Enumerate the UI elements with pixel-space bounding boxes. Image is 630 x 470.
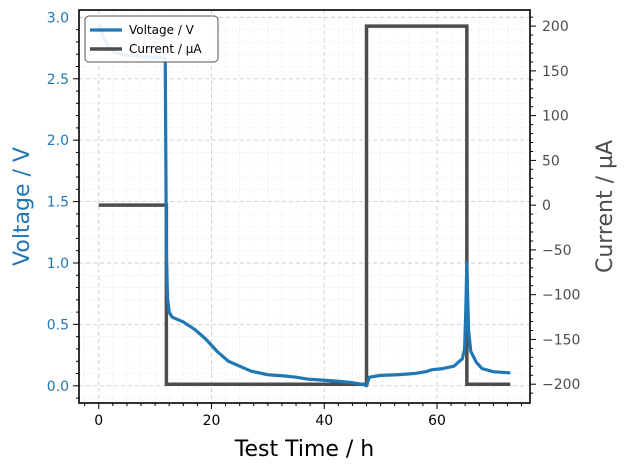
y-left-tick-label: 0.5 (47, 317, 69, 333)
y-right-axis-title: Current / µA (593, 140, 618, 273)
x-tick-label: 60 (428, 413, 446, 429)
y-left-tick-label: 2.0 (47, 133, 69, 149)
y-left-tick-label: 1.0 (47, 256, 69, 272)
y-left-tick-label: 1.5 (47, 195, 69, 211)
y-right-tick-label: 50 (542, 153, 560, 169)
y-left-tick-label: 3.0 (47, 10, 69, 26)
y-right-tick-label: −200 (542, 377, 580, 393)
y-right-tick-label: −50 (542, 243, 572, 259)
voltage-series-line (97, 22, 511, 388)
plot-frame (78, 9, 531, 404)
legend-label-current: Current / µA (129, 42, 202, 56)
axes: 0 20 40 60 0.0 0.5 1.0 1.5 2.0 2.5 3.0 −200 −150 −100… (10, 9, 618, 462)
y-left-tick-label: 0.0 (47, 379, 69, 395)
legend-label-voltage: Voltage / V (129, 23, 195, 37)
y-right-tick-label: −150 (542, 332, 580, 348)
current-series-line (98, 24, 511, 386)
x-tick-label: 0 (94, 413, 103, 429)
x-tick-label: 40 (315, 413, 333, 429)
y-right-tick-label: 200 (542, 19, 569, 35)
legend: Voltage / V Current / µA (84, 15, 219, 63)
y-right-tick-label: 100 (542, 109, 569, 125)
plot-area (97, 22, 511, 388)
y-right-tick-label: −100 (542, 288, 580, 304)
y-left-axis-title: Voltage / V (10, 147, 35, 266)
y-right-tick-label: 150 (542, 64, 569, 80)
grid (79, 10, 530, 403)
x-axis-title: Test Time / h (234, 437, 375, 462)
x-tick-label: 20 (203, 413, 221, 429)
y-right-tick-label: 0 (542, 198, 551, 214)
y-left-tick-label: 2.5 (47, 72, 69, 88)
